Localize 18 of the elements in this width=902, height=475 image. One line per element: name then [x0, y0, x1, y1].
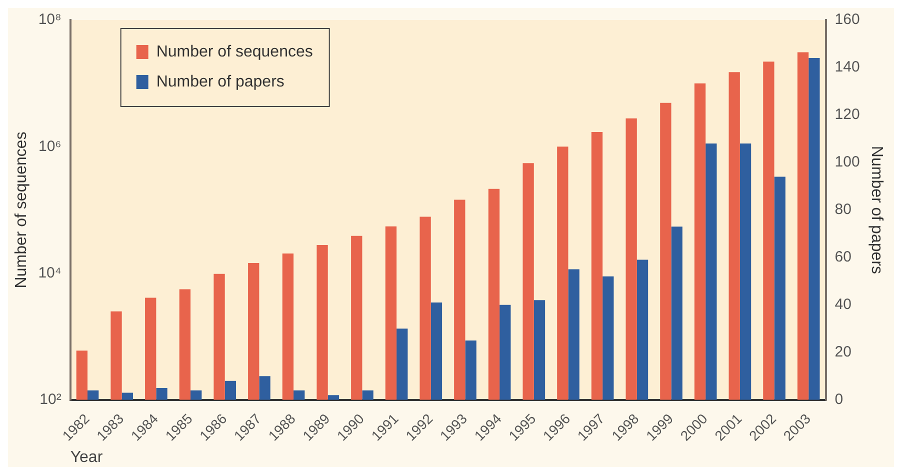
y2-axis-title: Number of papers [868, 146, 885, 274]
y-tick-label: 10⁸ [38, 11, 62, 28]
x-axis-title: Year [70, 448, 104, 466]
y2-tick-label: 140 [834, 58, 860, 76]
y2-tick-label: 0 [834, 391, 844, 408]
y-tick-label: 10⁶ [38, 138, 62, 155]
y2-tick-label: 160 [834, 11, 860, 28]
legend-label: Number of papers [156, 73, 284, 90]
y2-tick-label: 120 [834, 106, 860, 124]
y-tick-label: 10⁴ [38, 264, 62, 282]
y-axis-title: Number of sequences [13, 132, 30, 288]
y2-tick-label: 80 [834, 201, 852, 218]
y2-tick-label: 40 [834, 296, 852, 314]
legend-label: Number of sequences [156, 43, 313, 60]
y2-tick-label: 20 [834, 344, 852, 361]
y-tick-label: 10² [40, 391, 62, 408]
y2-tick-label: 60 [834, 248, 852, 266]
y2-tick-label: 100 [834, 154, 860, 171]
